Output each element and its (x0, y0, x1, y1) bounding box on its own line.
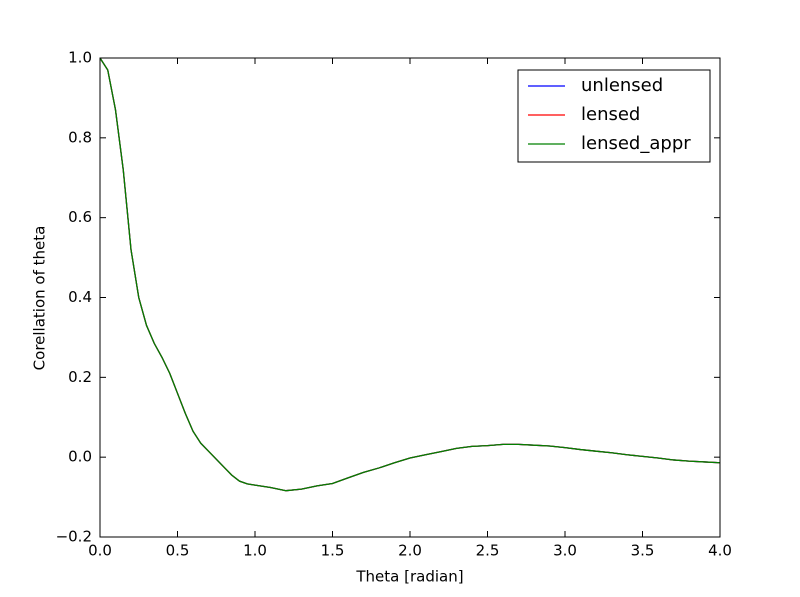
legend-label: lensed (581, 104, 640, 125)
y-tick-label: 0.2 (68, 368, 92, 386)
x-tick-label: 0.0 (88, 542, 112, 560)
x-tick-label: 2.0 (398, 542, 422, 560)
y-tick-label: 0.4 (68, 288, 92, 306)
x-tick-label: 4.0 (708, 542, 732, 560)
y-tick-label: 0.8 (68, 128, 92, 146)
legend-box (517, 69, 711, 163)
y-tick-label: 0.0 (68, 448, 92, 466)
series-line (99, 57, 721, 492)
x-axis-label: Theta [radian] (355, 568, 463, 586)
plot-frame (99, 57, 721, 538)
y-tick-label: −0.2 (56, 528, 92, 546)
y-tick-label: 1.0 (68, 49, 92, 67)
x-tick-label: 3.5 (631, 542, 655, 560)
x-tick-label: 1.5 (321, 542, 345, 560)
x-tick-label: 2.5 (476, 542, 500, 560)
x-tick-label: 0.5 (166, 542, 190, 560)
x-tick-label: 3.0 (553, 542, 577, 560)
x-tick-label: 1.0 (243, 542, 267, 560)
y-axis-label: Corellation of theta (31, 226, 49, 371)
y-tick-label: 0.6 (68, 208, 92, 226)
legend-label: lensed_appr (581, 133, 691, 154)
legend-label: unlensed (581, 75, 663, 96)
